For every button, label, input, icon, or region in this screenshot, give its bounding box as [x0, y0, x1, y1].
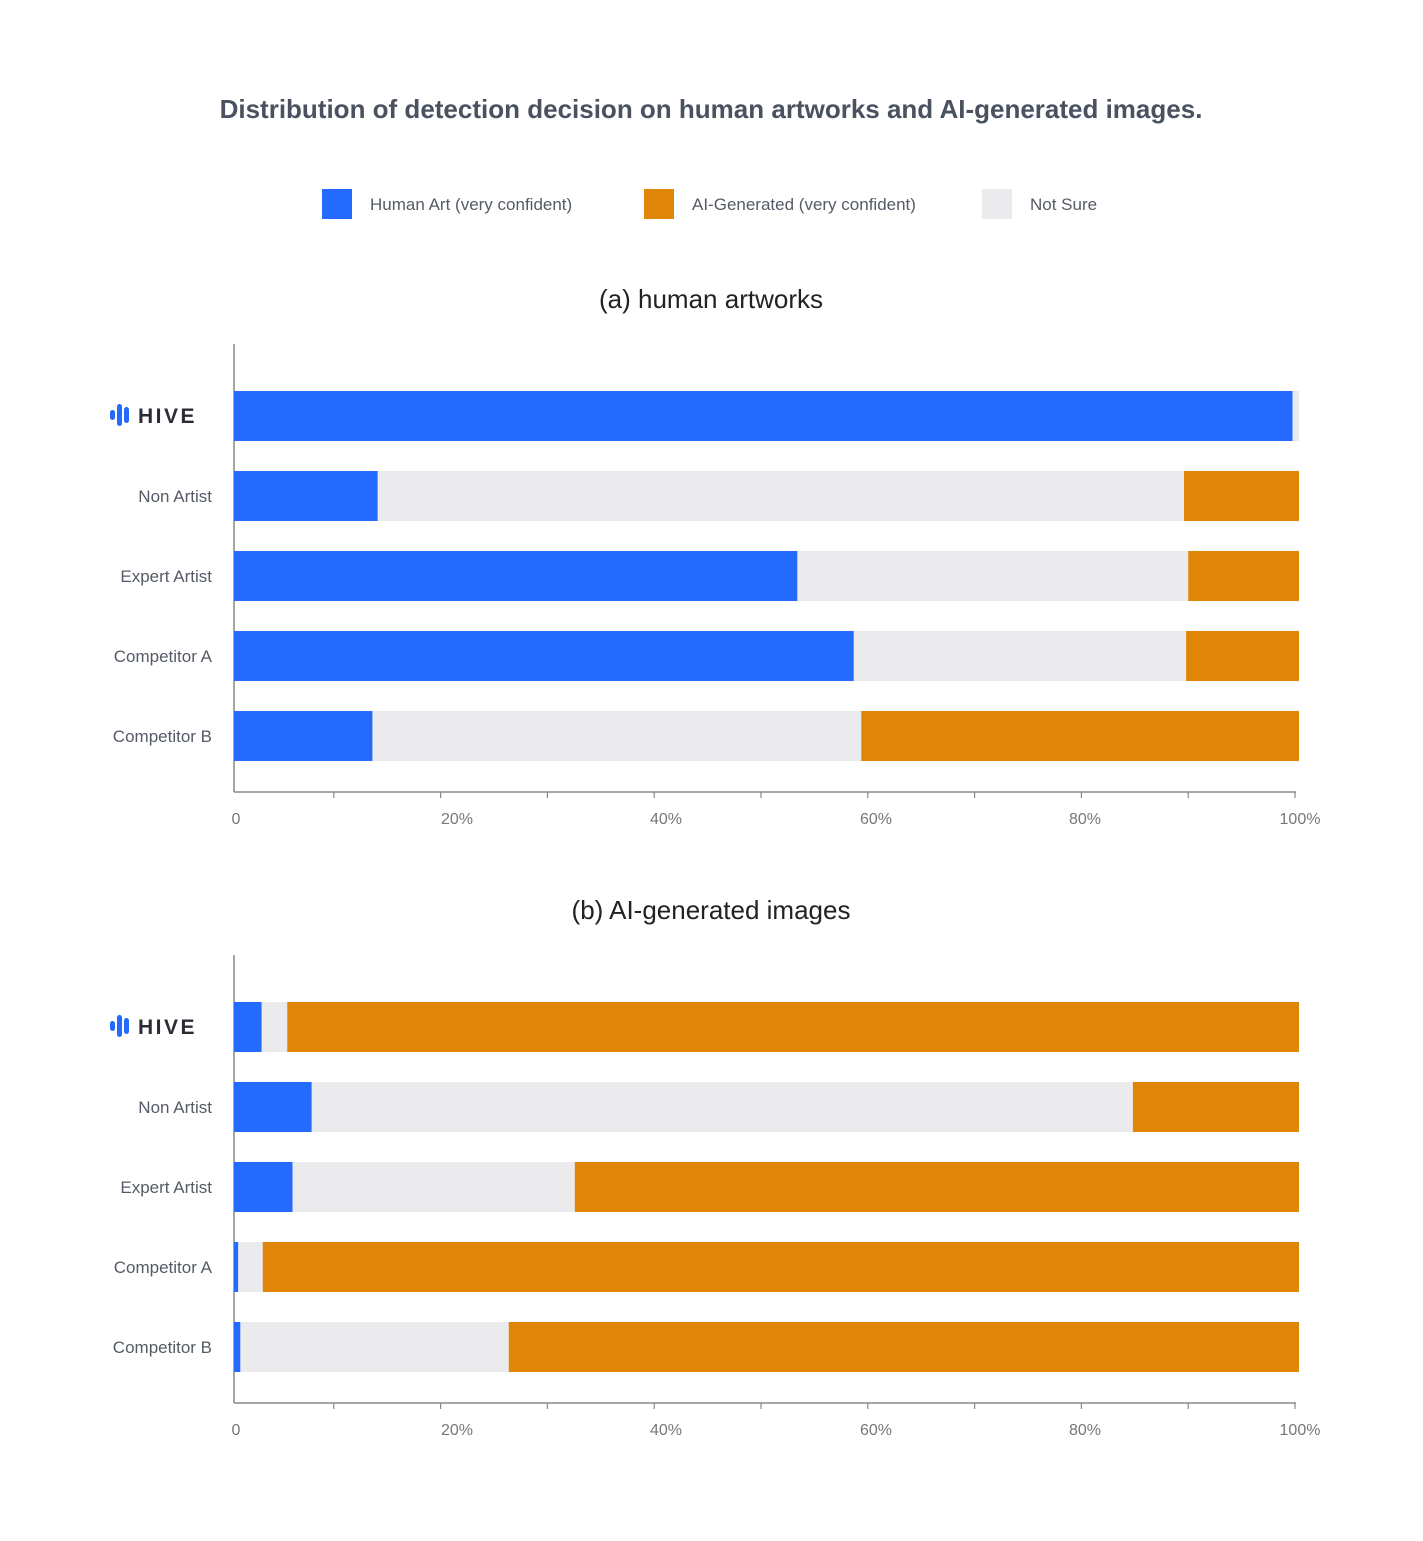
hive-logo-bar — [117, 404, 122, 426]
hive-logo: HIVE — [110, 404, 197, 428]
category-label: Competitor B — [113, 727, 212, 746]
legend-label: Human Art (very confident) — [370, 195, 572, 214]
chart-panel: (b) AI-generated images 0 20% 40% 60% 80% 100%… — [110, 895, 1320, 1439]
hive-logo-bar — [117, 1015, 122, 1037]
hive-logo-bar — [124, 407, 129, 423]
hive-logo-bar — [110, 410, 115, 420]
bar-segment-ai-generated-very-confident — [287, 1002, 1299, 1052]
bar-segment-human-art-very-confident — [234, 391, 1293, 441]
category-label: Competitor B — [113, 1338, 212, 1357]
bar-segment-human-art-very-confident — [234, 631, 854, 681]
hive-logo-bar — [124, 1018, 129, 1034]
bar-segment-not-sure — [797, 551, 1189, 601]
x-tick-label: 60% — [860, 811, 892, 828]
x-tick-label: 80% — [1069, 811, 1101, 828]
legend-swatch — [644, 189, 674, 219]
bar-segment-human-art-very-confident — [234, 471, 378, 521]
bar-segment-ai-generated-very-confident — [262, 1242, 1299, 1292]
chart-title: Distribution of detection decision on hu… — [220, 94, 1203, 124]
bar-segment-ai-generated-very-confident — [861, 711, 1299, 761]
category-label: HIVE — [138, 405, 197, 428]
bar-segment-ai-generated-very-confident — [1186, 631, 1299, 681]
category-label: Non Artist — [138, 487, 212, 506]
bar-segment-ai-generated-very-confident — [1132, 1082, 1299, 1132]
hive-logo: HIVE — [110, 1015, 197, 1039]
bar-segment-human-art-very-confident — [234, 1242, 239, 1292]
x-tick-label: 100% — [1280, 1422, 1321, 1439]
bar-segment-not-sure — [261, 1002, 288, 1052]
x-tick-label: 40% — [650, 811, 682, 828]
category-label: Expert Artist — [120, 1178, 212, 1197]
bar-segment-not-sure — [853, 631, 1187, 681]
bar-segment-ai-generated-very-confident — [508, 1322, 1299, 1372]
x-tick-label: 0 — [232, 811, 241, 828]
x-tick-label: 80% — [1069, 1422, 1101, 1439]
bar-segment-human-art-very-confident — [234, 711, 373, 761]
legend-label: Not Sure — [1030, 195, 1097, 214]
bar-segment-not-sure — [292, 1162, 575, 1212]
bar-segment-ai-generated-very-confident — [1183, 471, 1299, 521]
legend-swatch — [982, 189, 1012, 219]
bar-segment-not-sure — [1292, 391, 1299, 441]
bar-segment-not-sure — [372, 711, 862, 761]
legend-swatch — [322, 189, 352, 219]
category-label: Expert Artist — [120, 567, 212, 586]
chart-panel: (a) human artworks 0 20% 40% 60% 80% 100% HIVE N… — [110, 284, 1320, 828]
category-label: Competitor A — [114, 1258, 213, 1277]
x-tick-label: 0 — [232, 1422, 241, 1439]
bar-segment-not-sure — [240, 1322, 509, 1372]
bar-segment-human-art-very-confident — [234, 1322, 241, 1372]
x-tick-label: 20% — [441, 1422, 473, 1439]
bar-segment-human-art-very-confident — [234, 1002, 262, 1052]
bar-segment-not-sure — [311, 1082, 1133, 1132]
bar-segment-ai-generated-very-confident — [1188, 551, 1299, 601]
category-label: HIVE — [138, 1016, 197, 1039]
bar-segment-human-art-very-confident — [234, 1082, 312, 1132]
x-tick-label: 20% — [441, 811, 473, 828]
panel-title: (b) AI-generated images — [572, 895, 851, 925]
bar-segment-not-sure — [238, 1242, 263, 1292]
hive-logo-bar — [110, 1021, 115, 1031]
x-tick-label: 60% — [860, 1422, 892, 1439]
x-tick-label: 100% — [1280, 811, 1321, 828]
category-label: Non Artist — [138, 1098, 212, 1117]
x-tick-label: 40% — [650, 1422, 682, 1439]
bar-segment-ai-generated-very-confident — [574, 1162, 1299, 1212]
bar-segment-human-art-very-confident — [234, 551, 798, 601]
legend-label: AI-Generated (very confident) — [692, 195, 916, 214]
bar-segment-human-art-very-confident — [234, 1162, 293, 1212]
legend: Human Art (very confident) AI-Generated (… — [322, 189, 1097, 219]
bar-segment-not-sure — [377, 471, 1184, 521]
panel-title: (a) human artworks — [599, 284, 823, 314]
category-label: Competitor A — [114, 647, 213, 666]
